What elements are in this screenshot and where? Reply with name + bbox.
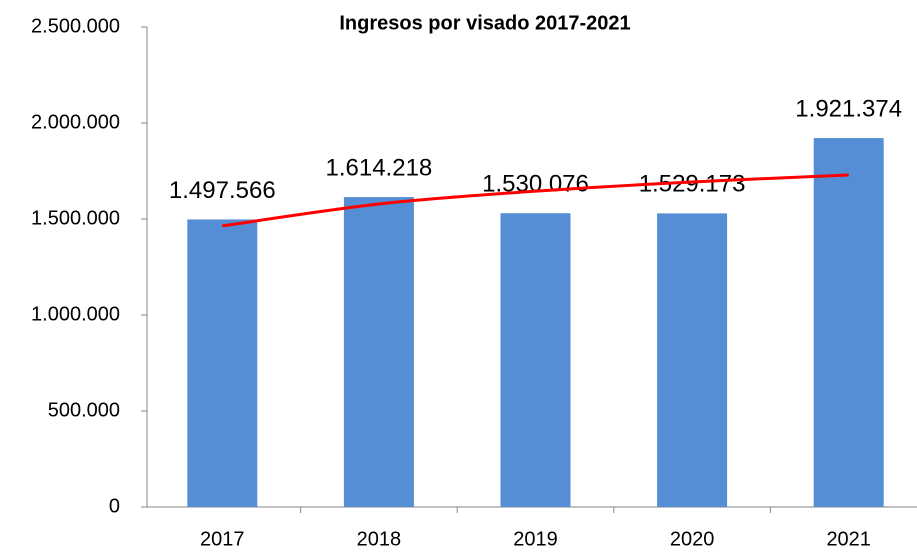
- y-tick-label: 500.000: [48, 399, 120, 421]
- bar: [813, 138, 884, 507]
- x-tick-label: 2021: [826, 528, 871, 550]
- bar: [343, 197, 414, 508]
- x-tick-label: 2018: [357, 528, 402, 550]
- bar: [187, 219, 258, 507]
- y-tick-label: 1.000.000: [31, 303, 120, 325]
- chart-title: Ingresos por visado 2017-2021: [339, 12, 630, 34]
- y-tick-label: 1.500.000: [31, 207, 120, 229]
- x-tick-label: 2017: [200, 528, 245, 550]
- bar: [657, 213, 728, 507]
- value-label: 1.921.374: [795, 95, 902, 122]
- x-tick-label: 2019: [513, 528, 558, 550]
- value-label: 1.614.218: [326, 154, 433, 181]
- y-tick-label: 0: [109, 495, 120, 517]
- x-tick-label: 2020: [670, 528, 715, 550]
- value-label: 1.497.566: [169, 177, 276, 204]
- y-tick-label: 2.500.000: [31, 15, 120, 37]
- bar: [500, 213, 571, 507]
- trendline: [222, 173, 849, 228]
- y-tick-label: 2.000.000: [31, 111, 120, 133]
